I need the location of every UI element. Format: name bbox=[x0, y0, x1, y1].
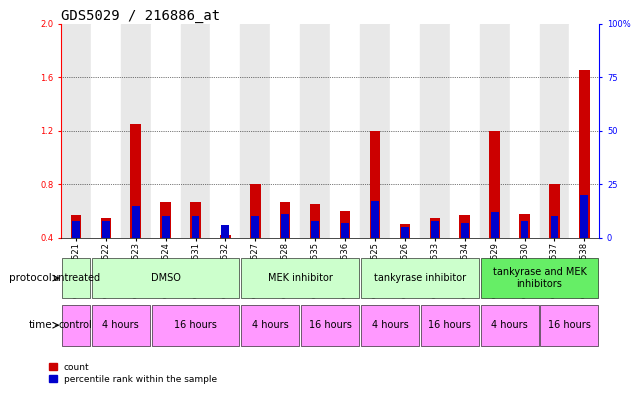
Text: untreated: untreated bbox=[52, 273, 100, 283]
Bar bbox=[312, 220, 319, 238]
Text: GDS5029 / 216886_at: GDS5029 / 216886_at bbox=[61, 9, 220, 22]
Bar bbox=[371, 201, 379, 238]
Bar bbox=[190, 202, 201, 238]
Bar bbox=[271, 24, 300, 238]
Bar bbox=[401, 227, 409, 238]
Bar bbox=[151, 305, 240, 345]
Bar bbox=[370, 130, 380, 238]
Text: 4 hours: 4 hours bbox=[252, 320, 288, 330]
Legend: count, percentile rank within the sample: count, percentile rank within the sample bbox=[49, 363, 217, 384]
Text: 4 hours: 4 hours bbox=[372, 320, 408, 330]
Bar bbox=[519, 214, 529, 238]
Bar bbox=[551, 216, 558, 238]
Text: 16 hours: 16 hours bbox=[548, 320, 591, 330]
Bar bbox=[490, 130, 500, 238]
Bar bbox=[360, 24, 390, 238]
Bar bbox=[450, 24, 479, 238]
Bar bbox=[222, 225, 229, 238]
Text: 16 hours: 16 hours bbox=[174, 320, 217, 330]
Bar bbox=[160, 202, 171, 238]
Bar bbox=[91, 24, 121, 238]
Bar bbox=[481, 258, 599, 298]
Bar bbox=[461, 223, 469, 238]
Bar bbox=[310, 204, 320, 238]
Bar bbox=[581, 195, 588, 238]
Bar bbox=[429, 218, 440, 238]
Bar bbox=[300, 24, 330, 238]
Bar bbox=[101, 218, 111, 238]
Bar bbox=[280, 202, 290, 238]
Bar bbox=[431, 220, 438, 238]
Text: 16 hours: 16 hours bbox=[309, 320, 351, 330]
Text: 16 hours: 16 hours bbox=[428, 320, 471, 330]
Bar bbox=[491, 212, 499, 238]
Bar bbox=[162, 216, 169, 238]
Bar bbox=[549, 184, 560, 238]
Bar bbox=[510, 24, 540, 238]
Bar bbox=[71, 215, 81, 238]
Bar bbox=[540, 305, 599, 345]
Bar bbox=[181, 24, 210, 238]
Bar bbox=[241, 258, 359, 298]
Text: 4 hours: 4 hours bbox=[491, 320, 528, 330]
Bar bbox=[390, 24, 420, 238]
Bar bbox=[92, 258, 240, 298]
Bar bbox=[121, 24, 151, 238]
Bar bbox=[361, 258, 479, 298]
Bar bbox=[479, 24, 510, 238]
Text: time: time bbox=[28, 320, 52, 330]
Bar bbox=[92, 305, 150, 345]
Bar bbox=[102, 220, 110, 238]
Bar bbox=[151, 24, 181, 238]
Bar bbox=[361, 305, 419, 345]
Bar bbox=[221, 235, 231, 238]
Bar bbox=[210, 24, 240, 238]
Bar bbox=[62, 258, 90, 298]
Bar bbox=[240, 24, 271, 238]
Bar bbox=[241, 305, 299, 345]
Bar bbox=[481, 305, 538, 345]
Bar bbox=[251, 216, 259, 238]
Bar bbox=[131, 124, 141, 238]
Bar bbox=[61, 24, 91, 238]
Text: DMSO: DMSO bbox=[151, 273, 181, 283]
Bar bbox=[400, 224, 410, 238]
Bar bbox=[540, 24, 569, 238]
Bar bbox=[520, 220, 528, 238]
Bar bbox=[460, 215, 470, 238]
Bar bbox=[250, 184, 260, 238]
Bar bbox=[420, 305, 479, 345]
Bar bbox=[281, 214, 289, 238]
Text: tankyrase inhibitor: tankyrase inhibitor bbox=[374, 273, 466, 283]
Bar bbox=[579, 70, 590, 238]
Bar bbox=[330, 24, 360, 238]
Text: 4 hours: 4 hours bbox=[103, 320, 139, 330]
Text: protocol: protocol bbox=[9, 273, 52, 283]
Text: control: control bbox=[59, 320, 93, 330]
Bar bbox=[192, 216, 199, 238]
Bar bbox=[72, 220, 79, 238]
Bar bbox=[341, 223, 349, 238]
Text: MEK inhibitor: MEK inhibitor bbox=[268, 273, 333, 283]
Bar bbox=[340, 211, 351, 238]
Bar bbox=[420, 24, 450, 238]
Text: tankyrase and MEK
inhibitors: tankyrase and MEK inhibitors bbox=[492, 267, 587, 289]
Bar bbox=[132, 206, 140, 238]
Bar bbox=[62, 305, 90, 345]
Bar bbox=[301, 305, 359, 345]
Bar bbox=[569, 24, 599, 238]
